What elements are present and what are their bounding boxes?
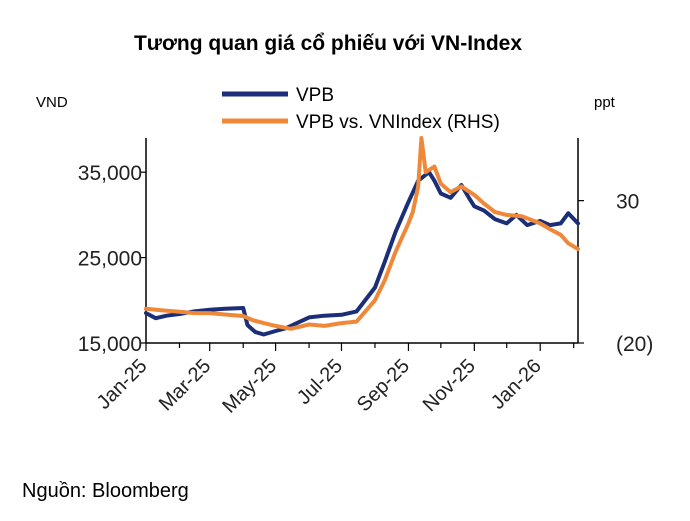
x-tick-label: Sep-25 bbox=[353, 355, 414, 416]
y-left-tick-label: 15,000 bbox=[78, 333, 142, 356]
y-left-tick-label: 35,000 bbox=[78, 162, 142, 185]
x-tick-label: May-25 bbox=[218, 355, 281, 418]
x-tick-label: Jan-26 bbox=[487, 355, 546, 414]
right-axis-unit: ppt bbox=[594, 94, 616, 111]
y-left-tick-label: 25,000 bbox=[78, 248, 142, 271]
legend-label-vpb: VPB bbox=[296, 85, 334, 106]
chart-title: Tương quan giá cổ phiếu với VN-Index bbox=[134, 32, 522, 55]
plot-area: 15,000 25,000 35,000 (20) 30 Jan-25 Mar-25 May-… bbox=[78, 136, 653, 418]
series-line-vpb bbox=[144, 170, 580, 337]
y-right-tick-label: 30 bbox=[616, 191, 639, 214]
y-right-tick-label: (20) bbox=[616, 333, 653, 356]
x-tick-label: Jan-25 bbox=[93, 355, 152, 414]
series-line-relative bbox=[144, 136, 580, 331]
left-axis-unit: VND bbox=[36, 94, 68, 111]
legend: VPB VPB vs. VNIndex (RHS) bbox=[222, 85, 500, 133]
x-tick-label: Mar-25 bbox=[155, 355, 215, 415]
legend-label-relative: VPB vs. VNIndex (RHS) bbox=[296, 112, 500, 133]
x-tick-label: Nov-25 bbox=[419, 355, 480, 416]
source-note: Nguồn: Bloomberg bbox=[22, 480, 189, 502]
x-tick-label: Jul-25 bbox=[293, 355, 347, 409]
